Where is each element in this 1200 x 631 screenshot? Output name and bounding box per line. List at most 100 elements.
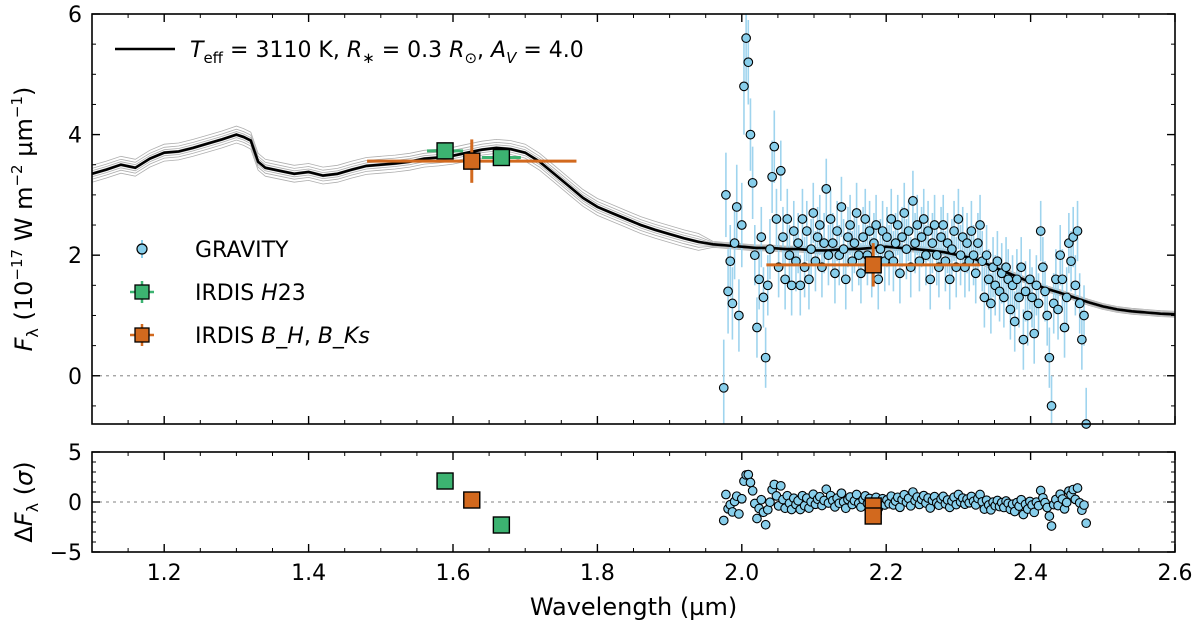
gravity-point <box>784 250 795 261</box>
x-tick-label: 1.8 <box>580 561 615 586</box>
gravity-residual-point <box>1029 507 1040 518</box>
gravity-point <box>873 274 884 285</box>
gravity-point <box>782 214 793 224</box>
gravity-point <box>756 232 767 242</box>
gravity-point <box>1070 280 1081 291</box>
gravity-point <box>734 310 744 321</box>
bottom-panel: −5 0 5 1.2 1.4 1.6 1.8 2.0 2.2 2.4 2.6 ΔFλ (σ) <box>10 441 1193 586</box>
gravity-point <box>1016 262 1027 273</box>
legend-model-label: Teff = 3110 K, R∗ = 0.3 R⊙, AV = 4.0 <box>190 38 584 67</box>
gravity-point <box>821 184 832 194</box>
gravity-point <box>741 33 751 43</box>
gravity-point <box>801 226 812 236</box>
gravity-point <box>875 244 886 254</box>
gravity-residual-point <box>736 493 747 504</box>
gravity-point <box>1059 322 1070 333</box>
gravity-point <box>1009 316 1020 327</box>
gravity-point <box>780 274 790 285</box>
gravity-point <box>949 226 959 236</box>
gravity-point <box>1057 274 1068 285</box>
gravity-point <box>845 220 855 230</box>
gravity-point <box>886 214 897 224</box>
gravity-residual-point <box>836 488 847 499</box>
gravity-point <box>775 165 786 176</box>
gravity-point <box>1046 401 1057 411</box>
gravity-point <box>727 298 738 309</box>
gravity-point <box>838 244 849 254</box>
gravity-residual-point <box>752 513 762 524</box>
gravity-point <box>769 141 780 152</box>
x-tick-label: 2.6 <box>1158 561 1193 586</box>
gravity-point <box>725 256 736 267</box>
gravity-point <box>1033 298 1044 309</box>
gravity-point <box>849 238 860 248</box>
gravity-point <box>864 226 875 236</box>
gravity-point <box>882 232 892 242</box>
gravity-point <box>901 244 912 254</box>
gravity-point <box>745 129 756 140</box>
gravity-point <box>1018 334 1029 345</box>
x-tick-label: 1.6 <box>436 561 471 586</box>
gravity-point <box>912 220 923 230</box>
gravity-residual-point <box>765 497 775 508</box>
gravity-point <box>1029 328 1040 339</box>
gravity-point <box>936 232 946 242</box>
legend: Teff = 3110 K, R∗ = 0.3 R⊙, AV = 4.0 GRA… <box>115 38 584 349</box>
gravity-point <box>778 232 788 242</box>
irdis-points <box>436 142 882 274</box>
gravity-point <box>1053 304 1063 315</box>
gravity-point <box>871 220 881 230</box>
gravity-residual-point <box>743 469 754 480</box>
gravity-point <box>1079 310 1089 321</box>
legend-gravity-swatch <box>136 240 148 258</box>
gravity-point <box>758 292 769 303</box>
bottom-y-ticks: −5 0 5 <box>50 441 1175 566</box>
gravity-point <box>1072 226 1083 236</box>
gravity-point <box>923 226 933 236</box>
gravity-point <box>892 220 903 230</box>
gravity-point <box>832 226 842 236</box>
gravity-point <box>929 220 940 230</box>
irdis-bb-residual <box>864 507 882 525</box>
irdis-h23-residual <box>492 516 511 534</box>
gravity-point <box>729 238 740 248</box>
y-tick-label: 0 <box>68 491 82 516</box>
gravity-point <box>830 268 840 279</box>
gravity-point <box>851 208 862 218</box>
gravity-point <box>890 238 901 248</box>
gravity-point <box>895 268 905 279</box>
gravity-point <box>1005 304 1016 315</box>
gravity-residual-point <box>1046 521 1057 531</box>
gravity-point <box>760 352 771 363</box>
gravity-point <box>975 220 985 230</box>
gravity-point <box>721 190 731 200</box>
gravity-point <box>762 280 773 291</box>
gravity-point <box>1020 286 1031 297</box>
gravity-point <box>962 238 972 248</box>
gravity-point <box>1038 262 1048 273</box>
gravity-point <box>814 220 825 230</box>
gravity-residual-point <box>1072 483 1083 493</box>
y-tick-label: 4 <box>68 124 82 149</box>
gravity-point <box>858 232 868 242</box>
gravity-points <box>718 33 1092 429</box>
gravity-point <box>1025 274 1035 285</box>
irdis-bb-point <box>864 256 882 274</box>
legend-h23-swatch <box>130 281 154 303</box>
gravity-point <box>812 232 823 242</box>
gravity-point <box>765 244 775 254</box>
gravity-point <box>1055 250 1066 261</box>
gravity-point <box>752 322 762 333</box>
gravity-point <box>860 214 871 224</box>
gravity-residual-point <box>760 519 771 530</box>
gravity-point <box>793 238 803 248</box>
gravity-residual-point <box>747 485 758 496</box>
gravity-point <box>1042 310 1053 321</box>
gravity-point <box>825 214 836 224</box>
gravity-point <box>718 382 729 393</box>
top-x-ticks <box>91 14 1176 424</box>
gravity-point <box>827 238 838 248</box>
gravity-point <box>1022 310 1033 321</box>
gravity-point <box>754 274 764 285</box>
